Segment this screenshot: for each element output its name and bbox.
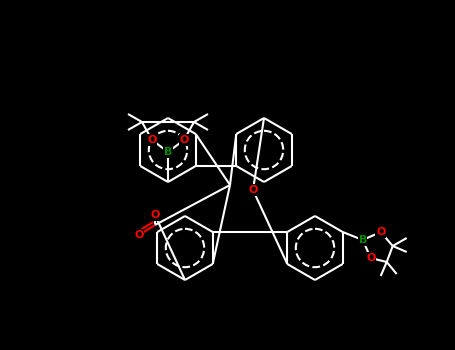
Text: O: O [248,185,258,195]
Text: B: B [164,147,172,157]
Text: O: O [179,135,189,145]
Text: O: O [134,230,144,240]
Text: O: O [366,253,375,263]
Text: B: B [359,235,367,245]
Text: O: O [150,210,160,220]
Text: O: O [376,227,385,237]
Text: O: O [147,135,157,145]
